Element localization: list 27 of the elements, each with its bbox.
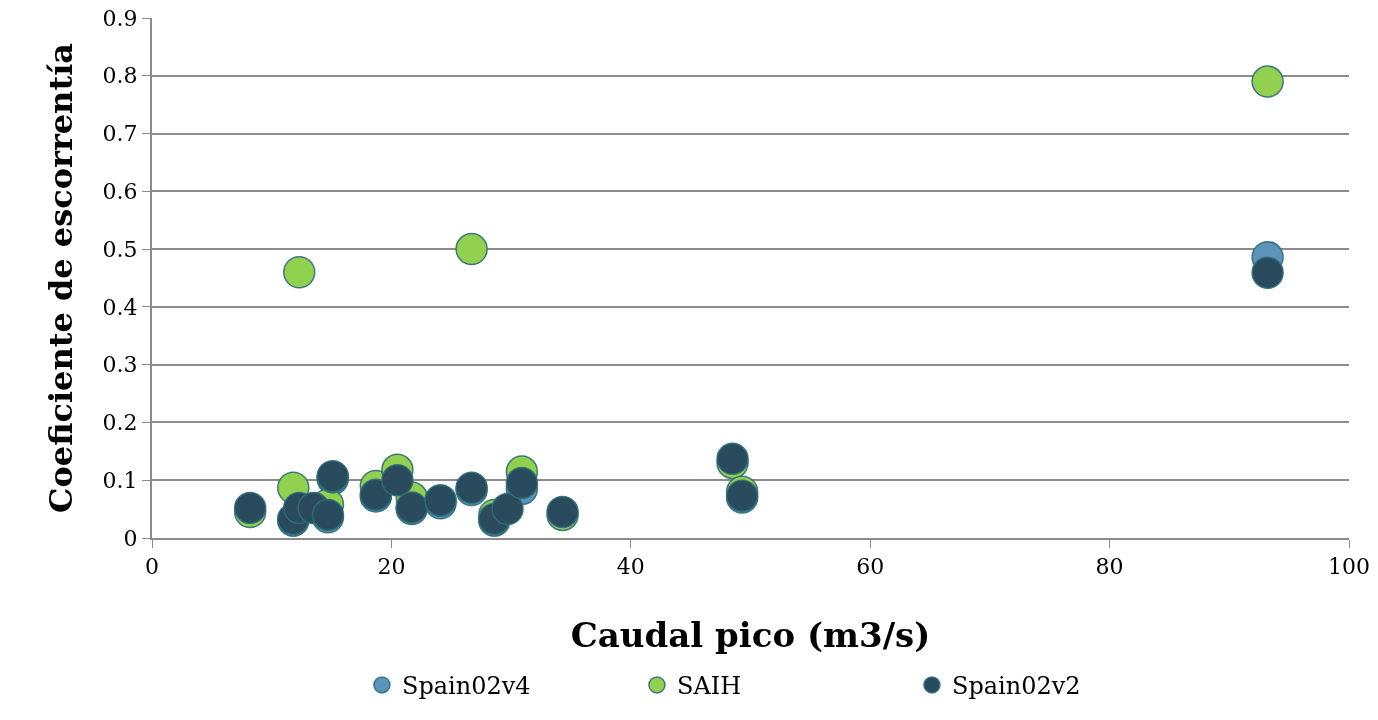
x-axis-title: Caudal pico (m3/s) (570, 615, 931, 656)
y-tick-label: 0.4 (102, 294, 138, 320)
x-tick-label: 0 (145, 554, 159, 580)
point (1251, 65, 1284, 98)
y-tick-label: 0.5 (102, 236, 138, 262)
x-tick-label: 60 (856, 554, 885, 580)
y-axis-title: Coeficiente de escorrentía (42, 42, 81, 514)
x-tick-label: 20 (377, 554, 406, 580)
x-tick-label: 80 (1095, 554, 1124, 580)
y-tick-label: 0.9 (102, 5, 138, 31)
point (455, 232, 488, 266)
legend-label: SAIH (676, 672, 742, 701)
legend-label: Spain02v2 (951, 672, 1081, 701)
point (381, 463, 414, 497)
point (282, 255, 316, 289)
y-tick-label: 0.7 (102, 121, 138, 147)
x-tick-label: 40 (616, 554, 645, 580)
y-tick-label: 0.3 (102, 352, 138, 378)
y-tick-label: 0.8 (102, 63, 138, 89)
x-tick-label: 100 (1328, 554, 1370, 580)
legend-label: Spain02v4 (401, 672, 531, 701)
y-tick-label: 0.6 (102, 179, 138, 205)
point (1251, 256, 1284, 290)
point (505, 466, 539, 500)
y-tick-label: 0.1 (102, 467, 138, 493)
y-tick-label: 0 (123, 525, 138, 551)
y-tick-label: 0.2 (102, 410, 138, 436)
